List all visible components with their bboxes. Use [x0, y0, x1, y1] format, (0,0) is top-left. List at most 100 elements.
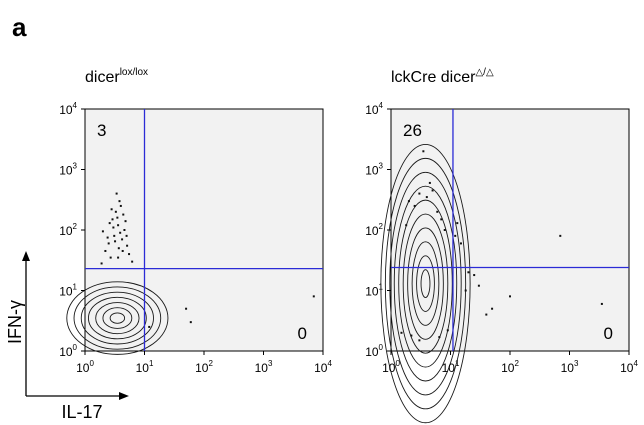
y-tick-label-exponent: 1 — [73, 283, 78, 292]
y-tick-label: 103 — [365, 162, 383, 178]
x-tick-label-exponent: 2 — [208, 359, 213, 368]
event-dots — [400, 150, 603, 342]
y-tick-label: 104 — [59, 101, 77, 117]
event-dot — [112, 226, 115, 229]
event-dot — [113, 234, 116, 237]
plot-area — [390, 108, 630, 352]
y-tick-label-base: 10 — [59, 345, 73, 359]
event-dot — [410, 334, 413, 337]
panel-title: lckCre dicer△/△ — [391, 67, 494, 86]
quadrant-lower-right-value: 0 — [298, 324, 307, 343]
event-dot — [104, 249, 107, 252]
event-dot — [491, 307, 494, 310]
event-dot — [123, 229, 126, 231]
y-tick-label-base: 10 — [365, 224, 379, 238]
event-dot — [106, 236, 109, 239]
contour-line — [380, 144, 471, 424]
event-dot — [122, 213, 125, 216]
event-dot — [117, 256, 120, 259]
x-tick-label-base: 10 — [314, 361, 328, 375]
x-tick-label-base: 10 — [136, 361, 150, 375]
contour-line — [384, 157, 467, 410]
event-dot — [148, 325, 151, 328]
event-dot — [485, 313, 488, 316]
x-tick-label-base: 10 — [195, 361, 209, 375]
contour-line — [102, 307, 133, 329]
event-dot — [509, 295, 511, 298]
x-tick-label: 103 — [561, 359, 579, 375]
event-dot — [117, 224, 120, 227]
contour-line — [109, 312, 126, 324]
y-tick-label-exponent: 2 — [379, 222, 384, 231]
plot-area — [84, 108, 324, 352]
y-tick-label: 100 — [365, 343, 383, 359]
event-dot — [600, 302, 603, 305]
y-tick-label: 101 — [365, 283, 383, 299]
x-tick-label: 100 — [76, 359, 94, 375]
event-dot — [405, 224, 408, 227]
contour-line — [420, 269, 431, 298]
y-tick-label-base: 10 — [59, 285, 73, 299]
x-tick-label-base: 10 — [442, 361, 456, 375]
quadrant-lower-right-value: 0 — [604, 324, 613, 343]
event-dot — [119, 204, 122, 207]
population-contours — [66, 281, 169, 355]
x-axis-label: IL-17 — [61, 402, 102, 422]
event-dot — [107, 242, 110, 245]
panel-label: a — [12, 12, 27, 42]
y-tick-label-exponent: 3 — [379, 162, 384, 171]
contour-line — [66, 281, 169, 355]
event-dot — [473, 274, 476, 277]
event-dot — [110, 208, 113, 211]
event-dot — [126, 244, 129, 247]
event-dot — [400, 331, 403, 334]
event-dots — [100, 192, 315, 328]
event-dot — [436, 210, 439, 213]
y-tick-label-exponent: 2 — [73, 222, 78, 231]
event-dot — [128, 253, 131, 256]
contour-line — [416, 255, 435, 312]
contour-line — [398, 199, 453, 368]
event-dot — [467, 271, 470, 274]
event-dot — [425, 196, 428, 199]
contour-line — [407, 227, 444, 340]
event-dot — [121, 238, 124, 241]
contour-line — [393, 185, 458, 382]
y-tick-label-base: 10 — [365, 103, 379, 117]
event-dot — [312, 295, 315, 298]
x-tick-label: 102 — [501, 359, 519, 375]
x-tick-label: 104 — [314, 359, 332, 375]
x-tick-label-base: 10 — [501, 361, 515, 375]
x-tick-label-exponent: 1 — [455, 359, 460, 368]
event-dot — [111, 218, 114, 221]
event-dot — [117, 247, 120, 250]
contour-line — [88, 296, 147, 340]
contour-line — [402, 213, 449, 354]
x-tick-label-base: 10 — [561, 361, 575, 375]
shared-axis-arrows — [22, 251, 129, 400]
event-dot — [101, 230, 104, 233]
contour-line — [411, 241, 440, 326]
x-tick-label: 101 — [136, 359, 154, 375]
y-tick-label: 103 — [59, 162, 77, 178]
y-tick-label: 102 — [59, 222, 77, 238]
event-dot — [114, 210, 117, 213]
event-dot — [440, 218, 443, 221]
event-dot — [119, 231, 122, 234]
event-dot — [116, 216, 119, 219]
panel-title: dicerlox/lox — [85, 67, 148, 86]
y-tick-label: 101 — [59, 283, 77, 299]
event-dot — [464, 289, 467, 292]
y-tick-label: 102 — [365, 222, 383, 238]
contour-line — [95, 302, 140, 335]
event-dot — [185, 307, 188, 310]
event-dot — [189, 321, 192, 324]
panel-title-base: dicer — [85, 69, 120, 86]
x-tick-label-exponent: 4 — [327, 359, 332, 368]
event-dot — [114, 240, 117, 243]
event-dot — [438, 336, 441, 339]
y-tick-label-base: 10 — [365, 345, 379, 359]
event-dot — [121, 249, 124, 252]
